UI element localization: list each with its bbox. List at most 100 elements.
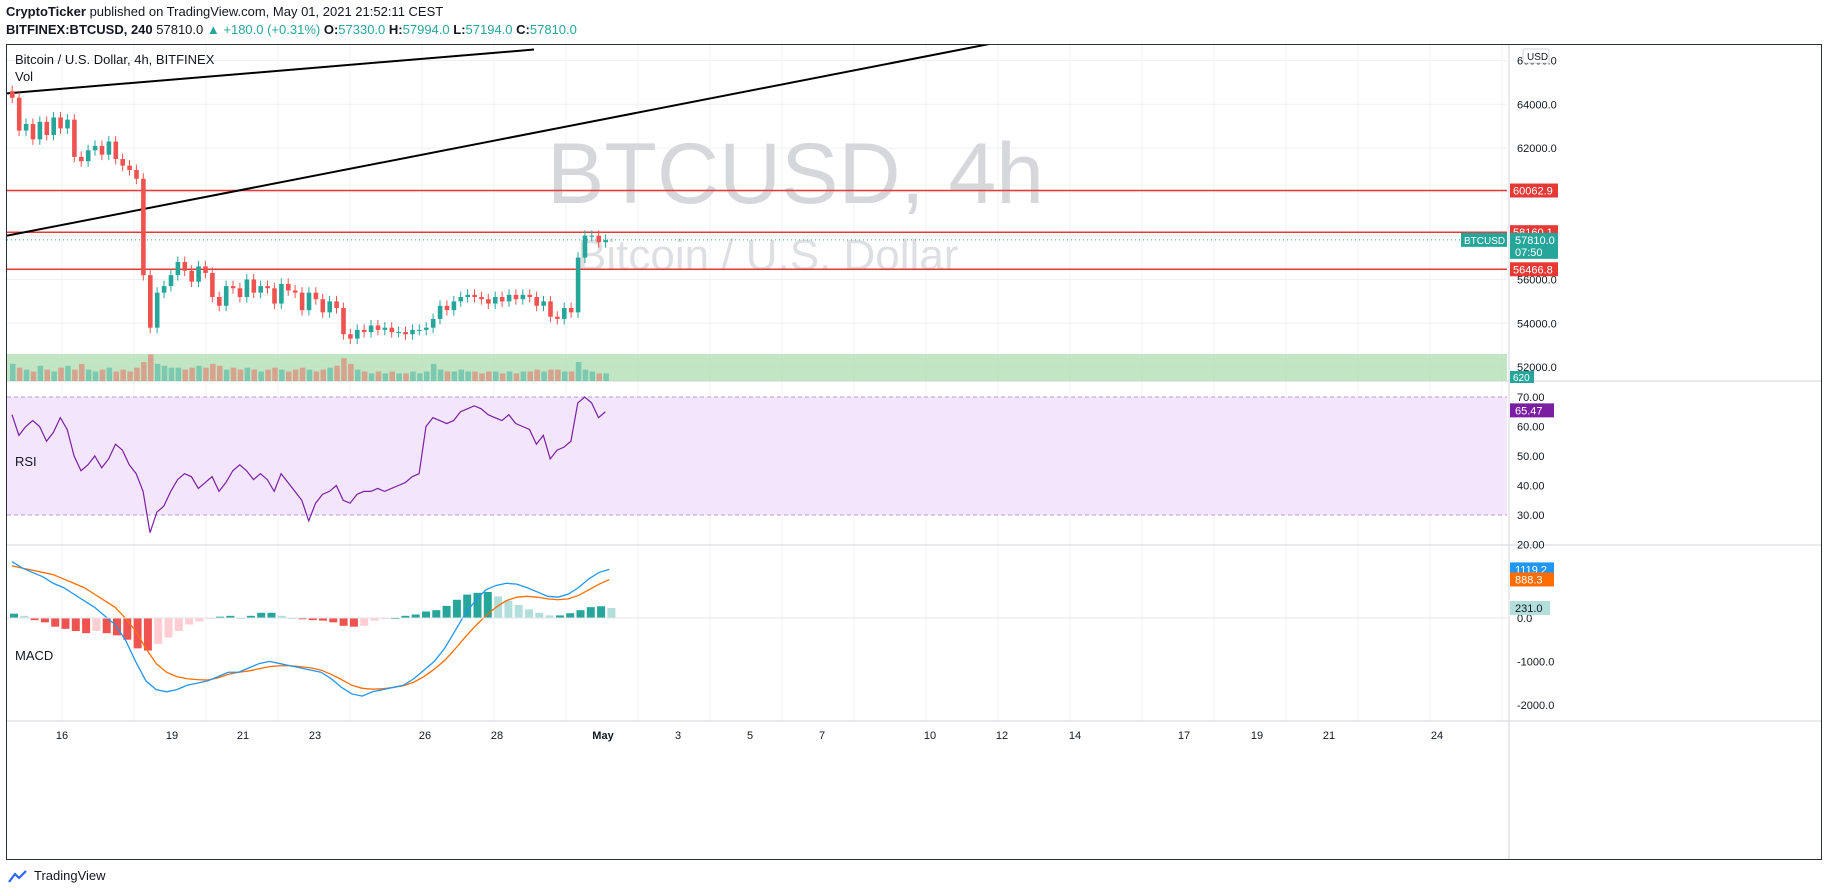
volume-bar (417, 373, 423, 381)
brand-name[interactable]: TradingView (34, 868, 106, 883)
volume-bar (568, 371, 575, 381)
volume-bar (410, 371, 416, 381)
candle-body (341, 307, 346, 335)
volume-bar (182, 369, 188, 381)
candle-body (458, 297, 464, 302)
watermark-description: Bitcoin / U.S. Dollar (577, 231, 958, 280)
chart-title: Bitcoin / U.S. Dollar, 4h, BITFINEX (15, 52, 215, 67)
volume-bar (10, 363, 16, 381)
candle-body (596, 235, 602, 243)
candle-body (389, 327, 395, 333)
volume-bar (292, 369, 299, 381)
candle-body (568, 307, 574, 313)
macd-histogram-bar (40, 618, 49, 623)
candle-body (85, 150, 91, 162)
volume-bar (375, 371, 382, 381)
candle-body (99, 145, 105, 155)
candle-body (279, 283, 284, 304)
volume-bar (127, 371, 133, 381)
volume-bar (299, 367, 306, 381)
volume-bar (575, 362, 582, 381)
chart-frame: BTCUSD, 4h Bitcoin / U.S. Dollar 52000.0 54… (6, 37, 1822, 860)
candle-body (244, 279, 250, 298)
bar-countdown-label: 07:50 (1515, 247, 1543, 259)
candle-body (272, 288, 277, 304)
macd-histogram-bar (514, 604, 523, 618)
macd-tick-label: -2000.0 (1517, 700, 1554, 712)
candle-body (251, 279, 257, 293)
volume-bar (306, 369, 313, 381)
volume-bar (148, 354, 154, 381)
macd-histogram-bar (185, 618, 194, 625)
volume-bar (161, 365, 168, 381)
volume-bar (265, 369, 271, 381)
volume-bar (334, 365, 340, 381)
publisher-name[interactable]: CryptoTicker (6, 4, 86, 19)
candle-body (327, 301, 332, 313)
volume-bar (23, 369, 30, 381)
volume-bar (327, 367, 333, 381)
rsi-line (11, 396, 606, 533)
volume-bar (79, 363, 85, 381)
candle-body (506, 294, 512, 302)
time-tick-label: 21 (1323, 730, 1335, 742)
volume-bar (251, 369, 257, 381)
volume-bar (244, 367, 251, 381)
macd-histogram-bar (51, 618, 60, 627)
currency-badge-box (1522, 48, 1550, 64)
candle-body (375, 325, 381, 330)
rsi-value-badge (1510, 403, 1554, 418)
candle-body (44, 121, 50, 135)
rsi-tick-label: 30.00 (1517, 510, 1545, 522)
candle-body (348, 334, 353, 339)
macd-histogram-bar (329, 618, 338, 623)
volume-bar (258, 371, 264, 381)
time-tick-label: 26 (419, 730, 431, 742)
candle-body (355, 329, 360, 339)
candle-body (410, 329, 415, 335)
macd-line (11, 561, 610, 697)
candle-body (223, 286, 229, 306)
volume-bar (534, 369, 540, 381)
high-label: H: (388, 22, 403, 37)
volume-bar (520, 371, 527, 381)
volume-bar (506, 371, 513, 381)
last-price-badge (1510, 232, 1558, 259)
volume-bar (279, 369, 285, 381)
candle-body (210, 272, 215, 298)
macd-histogram-bar (298, 618, 307, 620)
candle-body (196, 266, 201, 282)
candle-body (217, 297, 222, 306)
volume-bar (341, 358, 347, 381)
volume-bar (85, 369, 92, 381)
candle-body (127, 165, 132, 170)
open-label: O: (323, 22, 339, 37)
trend-line-upper (6, 48, 535, 95)
macd-signal-line (11, 565, 610, 690)
macd-histogram-bar (71, 618, 80, 632)
volume-bar (92, 371, 99, 381)
time-tick-label: 14 (1069, 730, 1081, 742)
time-tick-label: 5 (747, 730, 753, 742)
volume-bar (44, 369, 50, 381)
macd-histogram-bar (555, 615, 564, 618)
symbol-badge-label: BTCUSD (1464, 236, 1505, 247)
volume-bar (286, 371, 292, 381)
macd-histogram-bar (319, 618, 327, 621)
volume-bar (589, 371, 596, 381)
macd-histogram-bar (607, 607, 616, 618)
volume-bar (603, 373, 609, 381)
volume-bar (196, 365, 202, 381)
macd-histogram-bar (370, 618, 379, 621)
candle-body (479, 297, 484, 300)
close-label: C: (516, 22, 530, 37)
publish-info: published on TradingView.com, May 01, 20… (85, 4, 444, 19)
volume-bar (361, 371, 368, 381)
volume-bar (596, 373, 602, 381)
watermark-symbol: BTCUSD, 4h (547, 126, 1044, 222)
volume-bar (134, 367, 140, 381)
time-tick-label: 28 (491, 730, 503, 742)
candle-body (472, 294, 477, 298)
candle-body (444, 305, 450, 311)
